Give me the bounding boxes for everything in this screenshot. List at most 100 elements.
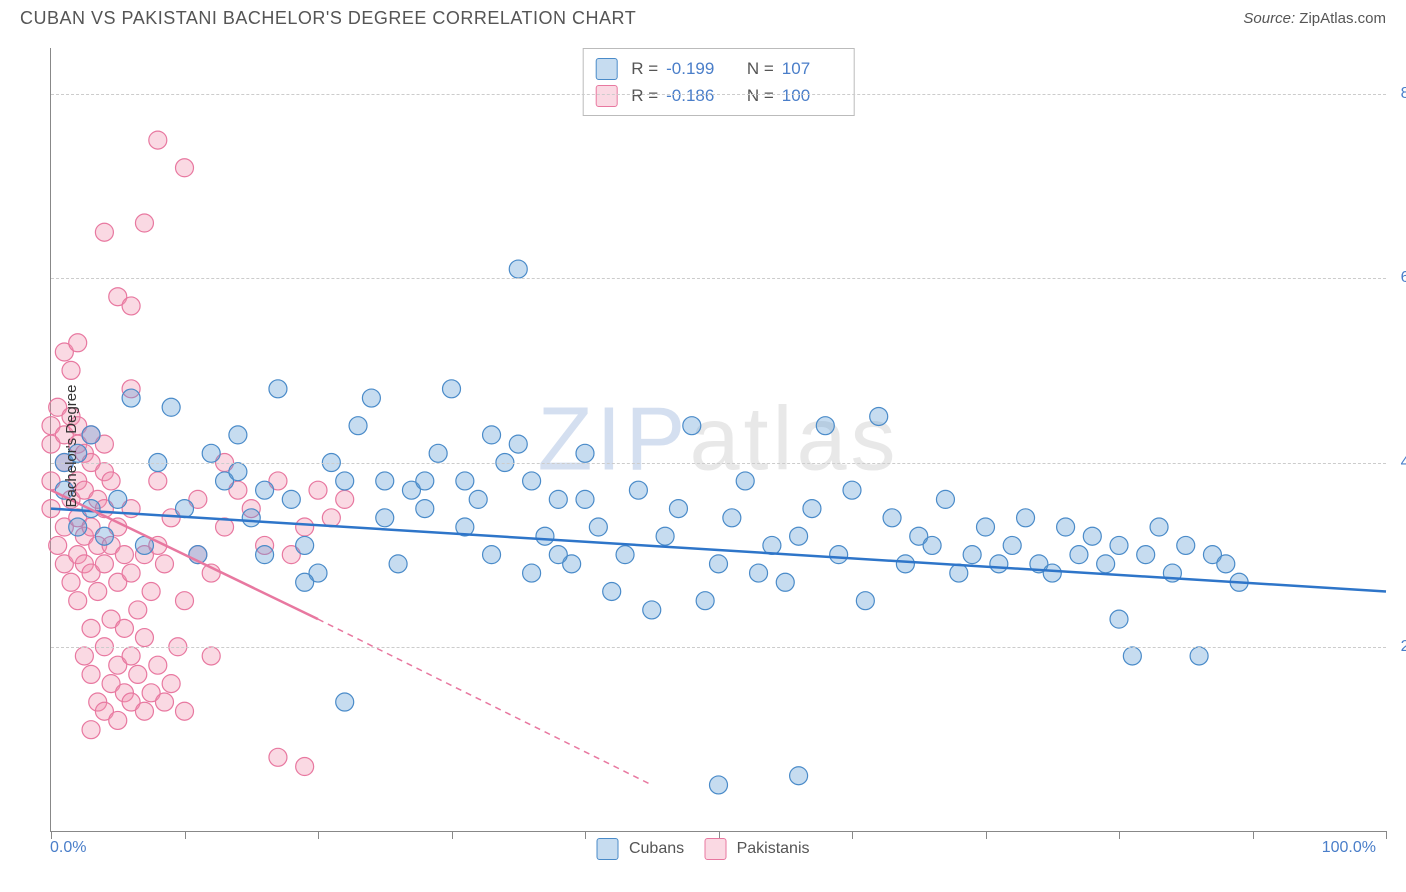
r-label: R = [631, 55, 658, 82]
data-point [176, 592, 194, 610]
data-point [82, 426, 100, 444]
data-point [376, 509, 394, 527]
data-point [95, 527, 113, 545]
data-point [242, 509, 260, 527]
data-point [376, 472, 394, 490]
data-point [576, 444, 594, 462]
data-point [683, 417, 701, 435]
data-point [162, 398, 180, 416]
data-point [790, 767, 808, 785]
data-point [269, 748, 287, 766]
data-point [509, 260, 527, 278]
data-point [282, 490, 300, 508]
x-axis-max-label: 100.0% [1322, 839, 1376, 857]
data-point [456, 472, 474, 490]
data-point [149, 131, 167, 149]
data-point [202, 647, 220, 665]
data-point [122, 389, 140, 407]
data-point [816, 417, 834, 435]
data-point [322, 509, 340, 527]
data-point [1017, 509, 1035, 527]
data-point [523, 564, 541, 582]
data-point [790, 527, 808, 545]
data-point [115, 619, 133, 637]
n-label: N = [747, 55, 774, 82]
data-point [102, 472, 120, 490]
data-point [977, 518, 995, 536]
n-value-1: 107 [782, 55, 842, 82]
data-point [176, 159, 194, 177]
stats-row-2: R = -0.186 N = 100 [595, 82, 842, 109]
data-point [536, 527, 554, 545]
source: Source: ZipAtlas.com [1243, 10, 1386, 27]
data-point [69, 334, 87, 352]
data-point [696, 592, 714, 610]
data-point [856, 592, 874, 610]
gridline [51, 278, 1386, 279]
data-point [750, 564, 768, 582]
data-point [1190, 647, 1208, 665]
swatch-series1-icon [595, 58, 617, 80]
data-point [1137, 546, 1155, 564]
x-axis-min-label: 0.0% [50, 839, 86, 857]
data-point [155, 693, 173, 711]
data-point [883, 509, 901, 527]
r-label2: R = [631, 82, 658, 109]
trend-line [318, 619, 652, 785]
data-point [656, 527, 674, 545]
data-point [109, 490, 127, 508]
y-axis-label: Bachelor's Degree [63, 385, 80, 508]
data-point [483, 426, 501, 444]
data-point [710, 555, 728, 573]
data-point [389, 555, 407, 573]
data-point [142, 582, 160, 600]
data-point [950, 564, 968, 582]
source-label: Source: [1243, 10, 1295, 27]
xtick [318, 831, 319, 839]
data-point [69, 518, 87, 536]
data-point [176, 702, 194, 720]
data-point [643, 601, 661, 619]
data-point [149, 472, 167, 490]
data-point [62, 573, 80, 591]
data-point [896, 555, 914, 573]
data-point [1097, 555, 1115, 573]
data-point [1177, 536, 1195, 554]
stats-row-1: R = -0.199 N = 107 [595, 55, 842, 82]
xtick [185, 831, 186, 839]
r-value-1: -0.199 [666, 55, 726, 82]
gridline [51, 647, 1386, 648]
data-point [269, 380, 287, 398]
legend-item-1: Cubans [597, 838, 685, 860]
data-point [296, 518, 314, 536]
data-point [122, 564, 140, 582]
data-point [229, 463, 247, 481]
chart-area: ZIPatlas R = -0.199 N = 107 R = -0.186 N… [50, 48, 1386, 832]
data-point [75, 647, 93, 665]
data-point [62, 361, 80, 379]
data-point [469, 490, 487, 508]
data-point [149, 656, 167, 674]
ytick-label: 20.0% [1391, 638, 1406, 656]
data-point [162, 675, 180, 693]
data-point [1057, 518, 1075, 536]
data-point [483, 546, 501, 564]
data-point [296, 573, 314, 591]
data-point [416, 472, 434, 490]
stats-box: R = -0.199 N = 107 R = -0.186 N = 100 [582, 48, 855, 116]
data-point [669, 500, 687, 518]
data-point [589, 518, 607, 536]
data-point [443, 380, 461, 398]
legend-label-2: Pakistanis [737, 840, 810, 857]
data-point [256, 481, 274, 499]
data-point [429, 444, 447, 462]
swatch-series2-icon [595, 85, 617, 107]
data-point [549, 490, 567, 508]
data-point [549, 546, 567, 564]
n-value-2: 100 [782, 82, 842, 109]
r-value-2: -0.186 [666, 82, 726, 109]
legend-label-1: Cubans [629, 840, 684, 857]
data-point [309, 481, 327, 499]
data-point [336, 693, 354, 711]
legend-item-2: Pakistanis [704, 838, 809, 860]
